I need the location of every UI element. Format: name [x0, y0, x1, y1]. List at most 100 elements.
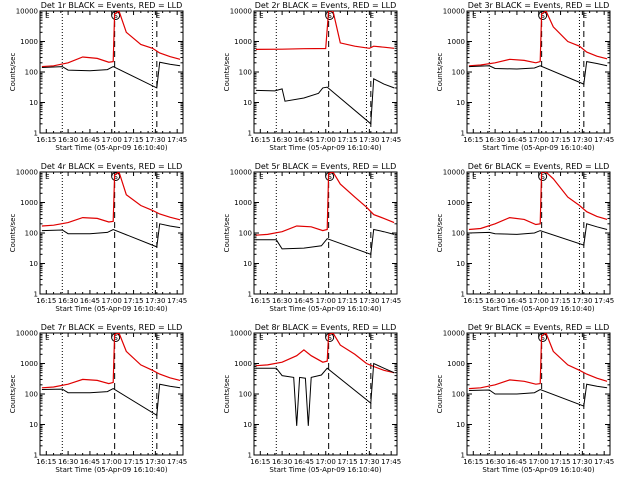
- chart-panel: Det 4r BLACK = Events, RED = LLD 1 10 100 10…: [9, 162, 187, 313]
- y-tick-label: 100: [239, 391, 252, 399]
- x-axis-label: Start Time (05-Apr-09 16:10:40): [482, 144, 594, 152]
- chart-title: Det 2r BLACK = Events, RED = LLD: [255, 1, 397, 10]
- y-tick-label: 100: [239, 230, 252, 238]
- y-tick-label: 1: [461, 130, 465, 138]
- x-tick-label: 17:30: [572, 136, 592, 144]
- event-marker-label: E: [45, 12, 49, 20]
- x-tick-label: 17:00: [102, 136, 122, 144]
- events-series-line: [255, 228, 395, 255]
- events-series-line: [41, 61, 181, 89]
- event-marker-label: S: [113, 334, 118, 342]
- event-marker-label: E: [156, 12, 160, 20]
- event-marker-label: E: [370, 334, 374, 342]
- y-axis-label: Counts/sec: [9, 214, 17, 253]
- x-tick-label: 17:45: [381, 297, 401, 305]
- y-tick-label: 10: [456, 421, 465, 429]
- x-tick-label: 16:15: [463, 297, 483, 305]
- y-tick-label: 1000: [447, 360, 465, 368]
- y-tick-label: 1000: [447, 38, 465, 46]
- event-marker-label: E: [259, 12, 263, 20]
- lld-series-line: [41, 11, 181, 68]
- event-marker-label: E: [45, 173, 49, 181]
- chart-title: Det 6r BLACK = Events, RED = LLD: [468, 162, 610, 171]
- chart-title: Det 8r BLACK = Events, RED = LLD: [255, 323, 397, 332]
- y-tick-label: 1000: [20, 360, 38, 368]
- y-tick-label: 10: [29, 260, 38, 268]
- chart-title: Det 4r BLACK = Events, RED = LLD: [41, 162, 183, 171]
- x-tick-label: 17:15: [337, 297, 357, 305]
- y-tick-label: 10000: [16, 8, 38, 16]
- x-tick-label: 17:30: [572, 458, 592, 466]
- x-tick-label: 16:30: [485, 297, 505, 305]
- x-tick-label: 16:30: [272, 136, 292, 144]
- plot-frame: [39, 10, 184, 134]
- x-tick-label: 17:30: [359, 136, 379, 144]
- plot-frame: [466, 10, 611, 134]
- x-tick-label: 17:30: [359, 458, 379, 466]
- x-tick-label: 17:15: [123, 136, 143, 144]
- x-tick-label: 17:30: [145, 458, 165, 466]
- x-tick-label: 16:30: [58, 297, 78, 305]
- event-marker-label: E: [583, 12, 587, 20]
- event-marker-circle: [538, 11, 548, 20]
- chart-title: Det 9r BLACK = Events, RED = LLD: [468, 323, 610, 332]
- y-tick-label: 10000: [230, 330, 252, 338]
- y-axis-label: Counts/sec: [436, 214, 444, 253]
- x-tick-label: 17:45: [381, 458, 401, 466]
- plot-frame: [466, 171, 611, 295]
- y-tick-label: 100: [239, 69, 252, 77]
- events-series-line: [468, 61, 608, 85]
- x-tick-label: 16:15: [250, 458, 270, 466]
- events-series-line: [255, 78, 395, 125]
- event-marker-label: S: [327, 12, 332, 20]
- y-tick-label: 1: [34, 130, 38, 138]
- chart-panel: Det 8r BLACK = Events, RED = LLD 1 10 100 10…: [223, 323, 401, 474]
- x-tick-label: 17:00: [316, 136, 336, 144]
- lld-series-line: [468, 333, 608, 390]
- lld-series-line: [255, 333, 395, 374]
- event-marker-circle: [111, 11, 121, 20]
- events-series-line: [255, 362, 395, 426]
- y-tick-label: 10: [29, 421, 38, 429]
- x-tick-label: 16:45: [294, 297, 314, 305]
- y-tick-label: 10: [243, 260, 252, 268]
- x-axis-label: Start Time (05-Apr-09 16:10:40): [269, 144, 381, 152]
- x-tick-label: 17:00: [529, 297, 549, 305]
- y-axis-label: Counts/sec: [223, 53, 231, 92]
- chart-panel: Det 3r BLACK = Events, RED = LLD 1 10 100 10…: [436, 1, 614, 152]
- x-tick-label: 17:45: [167, 297, 187, 305]
- x-tick-label: 17:45: [381, 136, 401, 144]
- x-tick-label: 17:15: [550, 136, 570, 144]
- x-tick-label: 16:30: [58, 136, 78, 144]
- lld-series-line: [255, 11, 395, 50]
- y-tick-label: 10000: [16, 169, 38, 177]
- chart-panel: Det 1r BLACK = Events, RED = LLD 1 10 100 10…: [9, 1, 187, 152]
- chart-title: Det 3r BLACK = Events, RED = LLD: [468, 1, 610, 10]
- y-tick-label: 100: [452, 230, 465, 238]
- x-tick-label: 16:45: [294, 458, 314, 466]
- y-tick-label: 1: [461, 291, 465, 299]
- x-tick-label: 17:30: [145, 136, 165, 144]
- y-axis-label: Counts/sec: [9, 375, 17, 414]
- y-tick-label: 100: [452, 69, 465, 77]
- x-tick-label: 17:00: [102, 458, 122, 466]
- x-tick-label: 17:15: [337, 458, 357, 466]
- event-marker-label: S: [113, 173, 118, 181]
- y-tick-label: 1: [248, 291, 252, 299]
- chart-title: Det 1r BLACK = Events, RED = LLD: [41, 1, 183, 10]
- y-axis-label: Counts/sec: [436, 375, 444, 414]
- x-tick-label: 16:45: [80, 297, 100, 305]
- y-tick-label: 100: [25, 230, 38, 238]
- x-axis-label: Start Time (05-Apr-09 16:10:40): [55, 466, 167, 474]
- event-marker-label: E: [259, 334, 263, 342]
- x-tick-label: 16:45: [80, 136, 100, 144]
- x-tick-label: 16:15: [463, 458, 483, 466]
- x-tick-label: 16:30: [272, 458, 292, 466]
- x-tick-label: 16:15: [250, 136, 270, 144]
- event-marker-label: E: [583, 173, 587, 181]
- y-tick-label: 1000: [447, 199, 465, 207]
- y-tick-label: 1000: [20, 38, 38, 46]
- lld-series-line: [468, 11, 608, 67]
- event-marker-label: S: [113, 12, 118, 20]
- chart-panel: Det 7r BLACK = Events, RED = LLD 1 10 100 10…: [9, 323, 187, 474]
